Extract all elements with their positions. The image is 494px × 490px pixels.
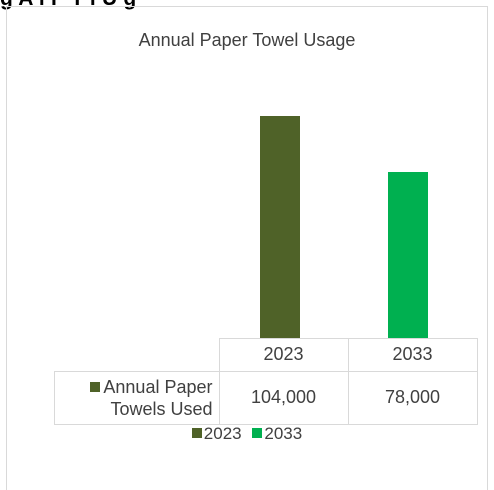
table-header-2023: 2023: [218, 338, 349, 372]
clipped-page-heading: g A l P T l U g: [0, 0, 494, 13]
table-row-label-text: Annual Paper Towels Used: [103, 376, 213, 419]
table-header-row: 2023 2033: [55, 338, 478, 372]
table-row: Annual Paper Towels Used 104,000 78,000: [54, 370, 478, 425]
bar-2023: [260, 116, 300, 338]
table-header-2033: 2033: [347, 338, 478, 372]
chart-title: Annual Paper Towel Usage: [138, 30, 356, 50]
legend-swatch-2023: [191, 428, 202, 438]
chart-area: [6, 6, 488, 490]
legend-item-2033: 2033: [252, 424, 302, 444]
legend-swatch-2033: [252, 428, 263, 438]
chart-data-table: 2023 2033 Annual Paper Towels Used 104,000 7…: [54, 338, 478, 425]
table-value-2023: 104,000: [218, 370, 349, 425]
table-row-label: Annual Paper Towels Used: [54, 370, 220, 425]
table-value-2033: 78,000: [347, 370, 478, 425]
legend-label-2033: 2033: [264, 424, 303, 443]
legend-label-2023: 2023: [203, 424, 242, 443]
table-corner-cell: [55, 339, 220, 372]
bar-2033: [388, 171, 428, 338]
legend-item-2023: 2023: [191, 424, 242, 444]
chart-legend: 2023 2033: [0, 424, 494, 444]
table-row-swatch: [90, 381, 101, 392]
